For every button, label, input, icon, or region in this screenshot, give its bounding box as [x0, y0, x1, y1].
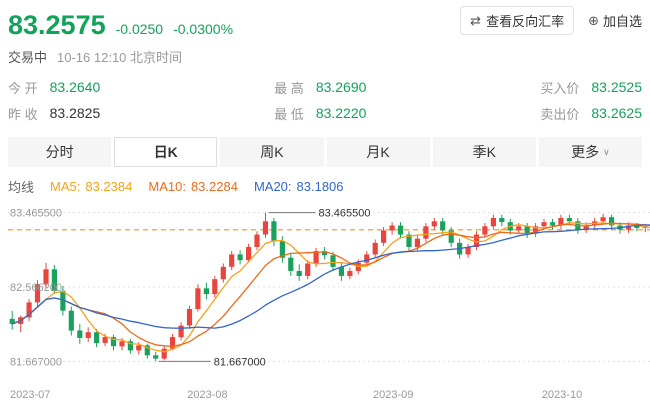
open-value: 83.2640	[49, 79, 101, 95]
tab-time-share[interactable]: 分时	[8, 137, 112, 167]
prev-close-row: 昨 收 83.2825	[8, 100, 100, 126]
tab-daily-k[interactable]: 日K	[114, 137, 218, 167]
svg-text:82.566200: 82.566200	[10, 282, 62, 294]
price-change-pct: -0.0300%	[173, 21, 234, 37]
price-change: -0.0250	[115, 21, 164, 37]
view-reverse-rate-label: 查看反向汇率	[486, 14, 565, 29]
view-reverse-rate-button[interactable]: ⇄ 查看反向汇率	[460, 6, 575, 35]
current-price: 83.2575	[8, 10, 106, 40]
bid-value: 83.2525	[591, 79, 642, 95]
prev-close-value: 83.2825	[49, 105, 101, 121]
ma-title: 均线	[8, 180, 35, 195]
add-watchlist-button[interactable]: ⊕ 加自选	[588, 11, 642, 30]
svg-text:2023-09: 2023-09	[373, 389, 413, 401]
svg-text:81.667000: 81.667000	[214, 356, 266, 368]
add-watchlist-label: 加自选	[602, 14, 642, 29]
ask-label: 卖出价	[540, 106, 580, 122]
ma10-value: 83.2284	[190, 179, 238, 194]
swap-icon: ⇄	[470, 13, 482, 28]
quote-col-bid-ask: 买入价 83.2525 卖出价 83.2625	[540, 74, 642, 126]
ma20-label: MA20:	[253, 179, 292, 194]
tab-quarterly-k[interactable]: 季K	[432, 137, 536, 167]
ma20-value: 83.1806	[296, 179, 344, 194]
ma10-legend: MA10: 83.2284	[148, 179, 238, 194]
ask-value: 83.2625	[591, 105, 642, 121]
high-label: 最 高	[274, 80, 304, 96]
low-value: 83.2220	[315, 105, 367, 121]
tab-more-label: 更多	[571, 144, 600, 160]
quote-grid: 今 开 83.2640 昨 收 83.2825 最 高 83.2690 最 低 …	[8, 74, 642, 126]
high-value: 83.2690	[315, 79, 367, 95]
ma20-legend: MA20: 83.1806	[254, 179, 344, 194]
ma5-value: 83.2384	[85, 179, 133, 194]
prev-close-label: 昨 收	[8, 106, 38, 122]
tab-weekly-k[interactable]: 周K	[220, 137, 324, 167]
open-row: 今 开 83.2640	[8, 74, 100, 100]
svg-text:2023-10: 2023-10	[542, 389, 582, 401]
header-actions: ⇄ 查看反向汇率 ⊕ 加自选	[460, 6, 642, 39]
low-row: 最 低 83.2220	[274, 100, 366, 126]
ma10-label: MA10:	[148, 179, 186, 194]
bid-label: 买入价	[540, 80, 580, 96]
ask-row: 卖出价 83.2625	[540, 100, 642, 126]
ma5-legend: MA5: 83.2384	[50, 179, 132, 194]
tab-more[interactable]: 更多 ∨	[538, 137, 643, 167]
high-row: 最 高 83.2690	[274, 74, 366, 100]
bid-row: 买入价 83.2525	[540, 74, 642, 100]
trading-status: 交易中	[8, 50, 48, 65]
quote-col-open: 今 开 83.2640 昨 收 83.2825	[8, 74, 100, 126]
quote-timestamp: 10-16 12:10 北京时间	[57, 50, 183, 65]
plus-circle-icon: ⊕	[588, 13, 599, 28]
svg-text:2023-07: 2023-07	[10, 389, 50, 401]
ma-legend: 均线 MA5: 83.2384 MA10: 83.2284 MA20: 83.1…	[8, 177, 642, 196]
svg-text:2023-08: 2023-08	[187, 389, 227, 401]
open-label: 今 开	[8, 80, 38, 96]
tab-monthly-k[interactable]: 月K	[326, 137, 430, 167]
chevron-down-icon: ∨	[603, 146, 610, 157]
ma5-label: MA5:	[50, 179, 81, 194]
period-tabs: 分时 日K 周K 月K 季K 更多 ∨	[8, 137, 643, 167]
svg-text:83.465500: 83.465500	[10, 208, 62, 220]
price-header: 83.2575 -0.0250 -0.0300% ⇄ 查看反向汇率 ⊕ 加自选	[8, 6, 642, 39]
status-row: 交易中 10-16 12:10 北京时间	[8, 47, 642, 66]
svg-text:81.667000: 81.667000	[10, 356, 62, 368]
low-label: 最 低	[274, 106, 304, 122]
kline-chart[interactable]: 83.465500 81.667000 83.465500 82.566200 81.6…	[8, 198, 650, 404]
svg-text:83.465500: 83.465500	[318, 208, 370, 220]
quote-col-range: 最 高 83.2690 最 低 83.2220	[274, 74, 366, 126]
